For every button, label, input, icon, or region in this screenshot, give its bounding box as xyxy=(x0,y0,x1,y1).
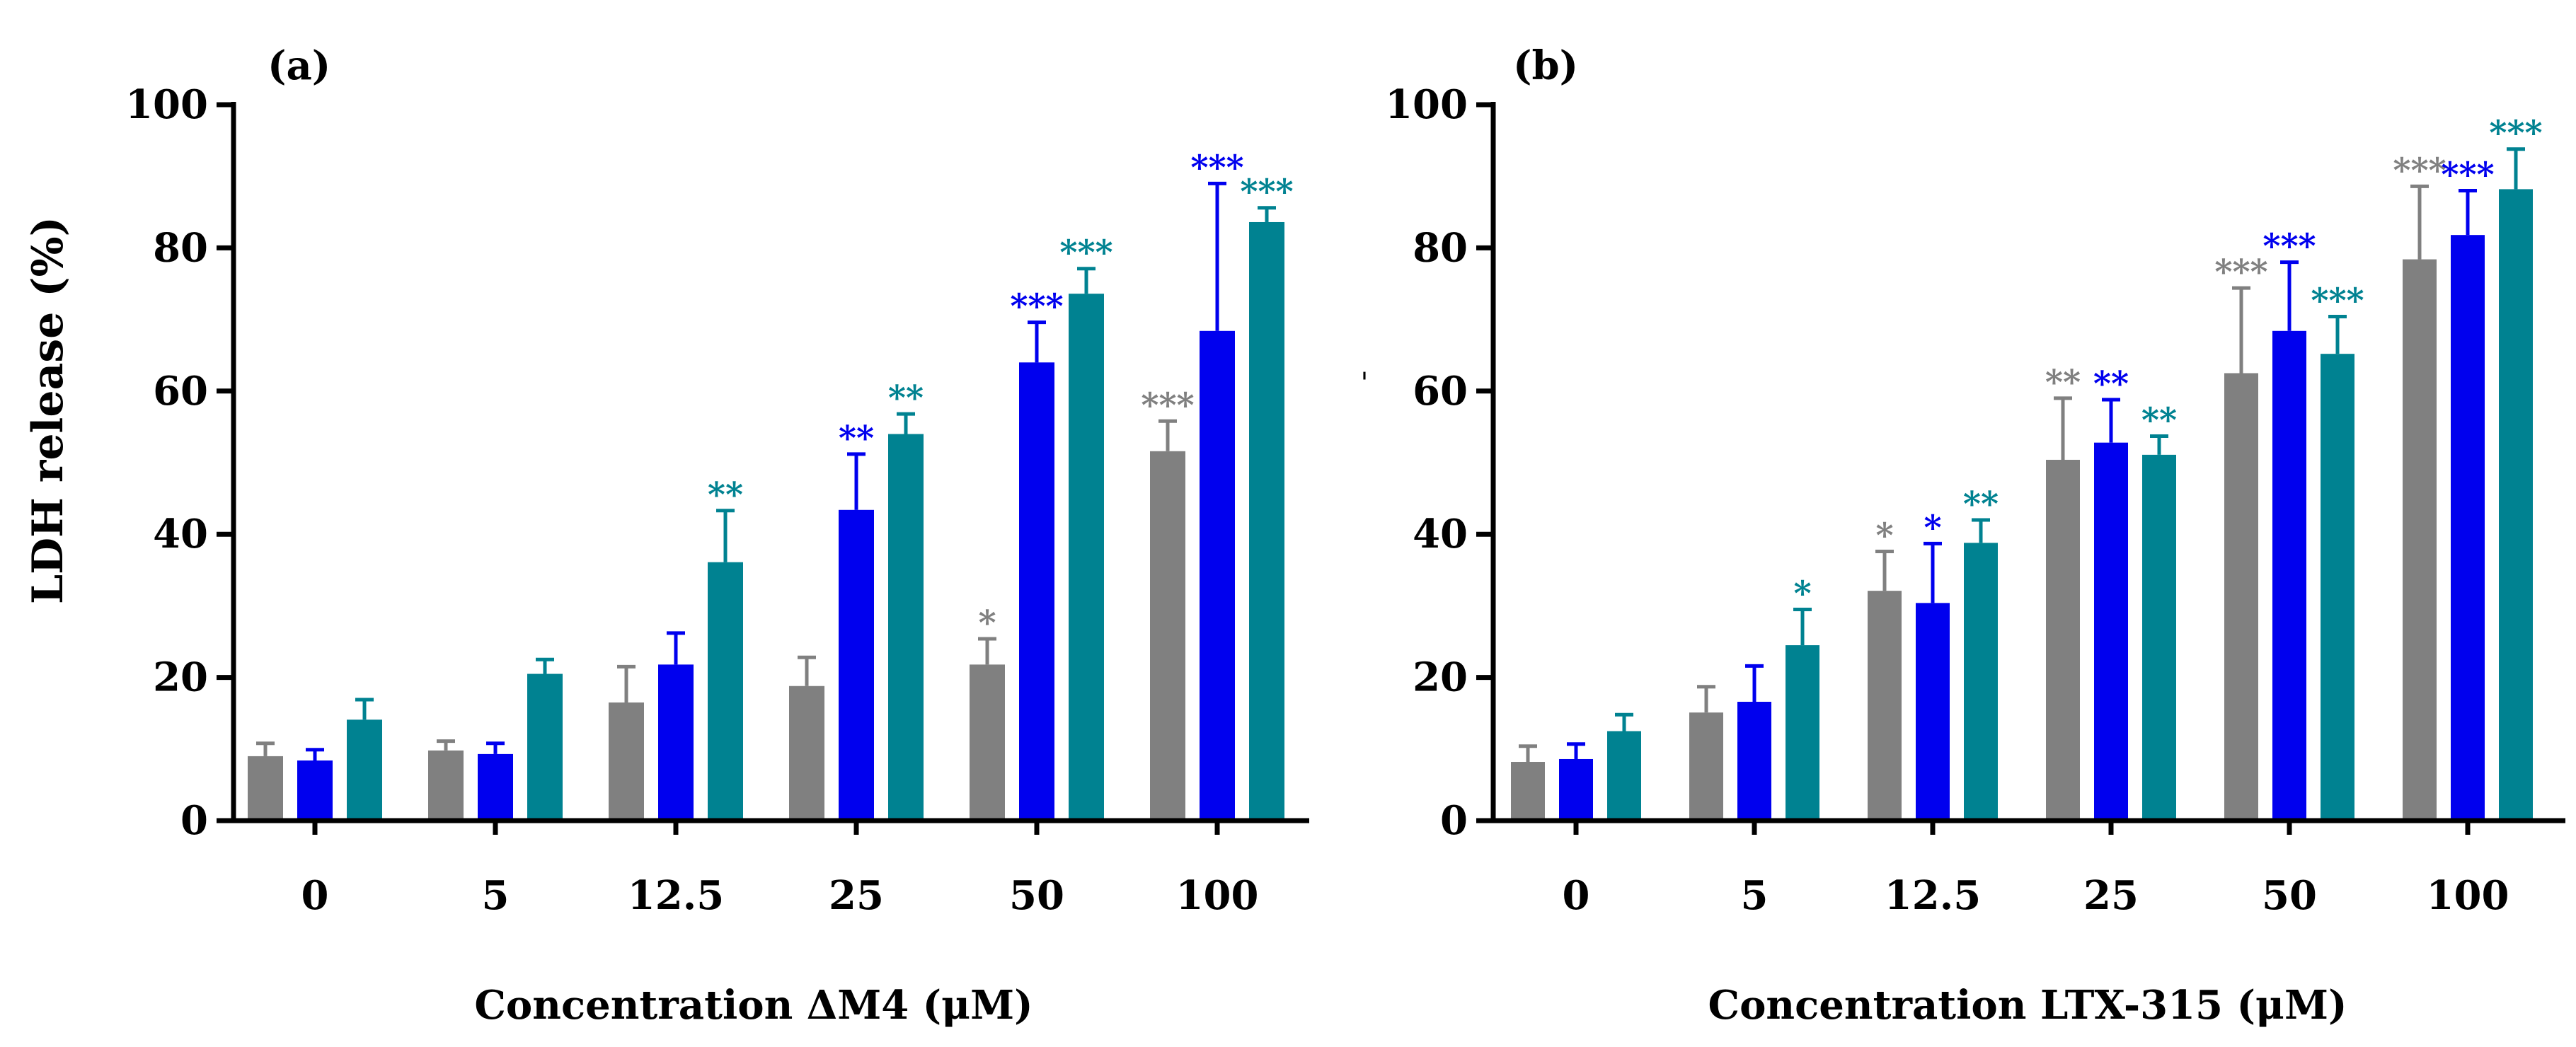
bar-a-s2-c2 xyxy=(658,664,694,821)
panel-label-b: (b) xyxy=(1513,42,1578,89)
significance-b-s2-c2: * xyxy=(1924,508,1941,548)
bar-b-s3-c0 xyxy=(1607,731,1641,821)
x-tick-label-b-4: 50 xyxy=(2262,872,2317,919)
x-tick-label-a-2: 12.5 xyxy=(628,872,724,919)
bar-b-s3-c3 xyxy=(2142,454,2176,821)
bar-a-s2-c5 xyxy=(1200,330,1235,821)
x-tick-label-b-5: 100 xyxy=(2427,872,2509,919)
bar-b-s1-c2 xyxy=(1868,591,1902,821)
x-tick-label-b-1: 5 xyxy=(1741,872,1769,919)
significance-a-s3-c5: *** xyxy=(1240,173,1293,212)
x-tick-label-b-2: 12.5 xyxy=(1885,872,1981,919)
bar-b-s2-c4 xyxy=(2272,330,2306,821)
significance-b-s3-c4: *** xyxy=(2311,282,2364,321)
bar-b-s2-c5 xyxy=(2451,235,2485,821)
bar-a-s3-c4 xyxy=(1069,294,1104,821)
bar-b-s1-c1 xyxy=(1689,712,1723,821)
panel-a: (a) LDH release (%) Concentration ΔM4 (μ… xyxy=(23,42,1309,1029)
bar-a-s1-c0 xyxy=(248,756,283,821)
y-tick-label-a-0: 0 xyxy=(180,797,208,844)
y-tick-label-a-5: 100 xyxy=(125,81,208,128)
significance-a-s3-c3: ** xyxy=(888,378,924,418)
bar-b-s1-c3 xyxy=(2046,459,2080,821)
bar-b-s3-c1 xyxy=(1786,645,1819,821)
bar-b-s3-c2 xyxy=(1964,543,1998,821)
bar-a-s1-c2 xyxy=(609,702,644,821)
bar-a-s1-c5 xyxy=(1150,451,1185,821)
bar-a-s2-c1 xyxy=(478,753,513,821)
bar-a-s3-c2 xyxy=(708,562,743,821)
bar-a-s3-c1 xyxy=(527,673,563,821)
bar-b-s2-c1 xyxy=(1737,702,1771,821)
bar-a-s3-c3 xyxy=(888,434,924,821)
significance-b-s1-c3: ** xyxy=(2045,363,2081,403)
y-axis-label-a: LDH release (%) xyxy=(23,216,73,604)
x-tick-label-b-0: 0 xyxy=(1563,872,1590,919)
y-tick-label-b-4: 80 xyxy=(1413,224,1468,271)
significance-b-s2-c5: *** xyxy=(2441,155,2494,195)
significance-a-s2-c4: *** xyxy=(1010,287,1063,327)
bar-a-s3-c0 xyxy=(347,719,382,821)
bar-b-s3-c5 xyxy=(2499,189,2533,821)
plot-area-b: 0*5* ***12.5** ****25*********50*********1… xyxy=(1385,81,2565,919)
bar-a-s2-c0 xyxy=(297,760,333,821)
bar-a-s2-c3 xyxy=(839,509,874,821)
significance-a-s3-c4: *** xyxy=(1059,233,1112,273)
x-axis-label-a: Concentration ΔM4 (μM) xyxy=(474,982,1033,1029)
y-tick-label-b-2: 40 xyxy=(1413,511,1468,557)
significance-a-s1-c4: * xyxy=(978,603,996,643)
panel-label-a: (a) xyxy=(268,42,330,89)
significance-b-s3-c1: * xyxy=(1793,574,1811,613)
x-tick-label-a-3: 25 xyxy=(829,872,884,919)
y-tick-label-a-3: 60 xyxy=(153,368,208,415)
bar-a-s3-c5 xyxy=(1249,221,1284,821)
stray-mark-b: ' xyxy=(1361,367,1369,400)
significance-b-s3-c5: *** xyxy=(2489,114,2542,154)
significance-b-s2-c3: ** xyxy=(2093,364,2129,404)
significance-b-s1-c5: *** xyxy=(2393,151,2446,190)
significance-b-s3-c2: ** xyxy=(1963,485,1999,524)
bar-a-s1-c4 xyxy=(970,664,1005,821)
x-axis-label-b: Concentration LTX-315 (μM) xyxy=(1708,982,2347,1029)
x-tick-label-a-4: 50 xyxy=(1009,872,1064,919)
bar-b-s2-c3 xyxy=(2094,442,2128,821)
bar-b-s1-c5 xyxy=(2403,259,2437,821)
bar-a-s2-c4 xyxy=(1019,362,1054,821)
y-tick-label-a-4: 80 xyxy=(153,224,208,271)
y-tick-label-b-5: 100 xyxy=(1385,81,1468,128)
bar-b-s1-c4 xyxy=(2224,373,2258,821)
x-tick-label-a-5: 100 xyxy=(1176,872,1259,919)
x-tick-label-a-1: 5 xyxy=(482,872,510,919)
y-tick-label-b-1: 20 xyxy=(1413,654,1468,701)
significance-b-s1-c4: *** xyxy=(2214,253,2267,292)
significance-a-s2-c5: *** xyxy=(1190,148,1243,187)
bar-a-s1-c3 xyxy=(789,686,824,821)
x-tick-label-a-0: 0 xyxy=(301,872,329,919)
y-tick-label-b-3: 60 xyxy=(1413,368,1468,415)
significance-a-s2-c3: ** xyxy=(839,419,874,458)
significance-b-s3-c3: ** xyxy=(2141,401,2177,441)
significance-a-s3-c2: ** xyxy=(708,475,743,515)
bar-b-s1-c0 xyxy=(1511,762,1545,821)
significance-a-s1-c5: *** xyxy=(1141,386,1194,425)
bar-b-s3-c4 xyxy=(2321,354,2354,821)
y-tick-label-a-2: 40 xyxy=(153,511,208,557)
y-tick-label-b-0: 0 xyxy=(1440,797,1468,844)
bar-b-s2-c2 xyxy=(1916,603,1950,821)
significance-b-s1-c2: * xyxy=(1875,516,1893,555)
bar-b-s2-c0 xyxy=(1559,758,1593,821)
bar-a-s1-c1 xyxy=(428,750,464,821)
y-tick-label-a-1: 20 xyxy=(153,654,208,701)
plot-area-a: 0 5**12.5****25*******50*********10002040… xyxy=(125,81,1309,919)
panel-b: (b) Concentration LTX-315 (μM) ' 0*5* ***… xyxy=(1361,42,2565,1029)
significance-b-s2-c4: *** xyxy=(2262,227,2316,267)
x-tick-label-b-3: 25 xyxy=(2083,872,2139,919)
